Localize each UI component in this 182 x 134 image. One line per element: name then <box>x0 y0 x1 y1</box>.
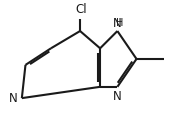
Text: N: N <box>113 90 122 103</box>
Text: N: N <box>9 92 17 105</box>
Text: Cl: Cl <box>75 3 87 16</box>
Text: N: N <box>113 17 122 30</box>
Text: H: H <box>116 18 124 28</box>
